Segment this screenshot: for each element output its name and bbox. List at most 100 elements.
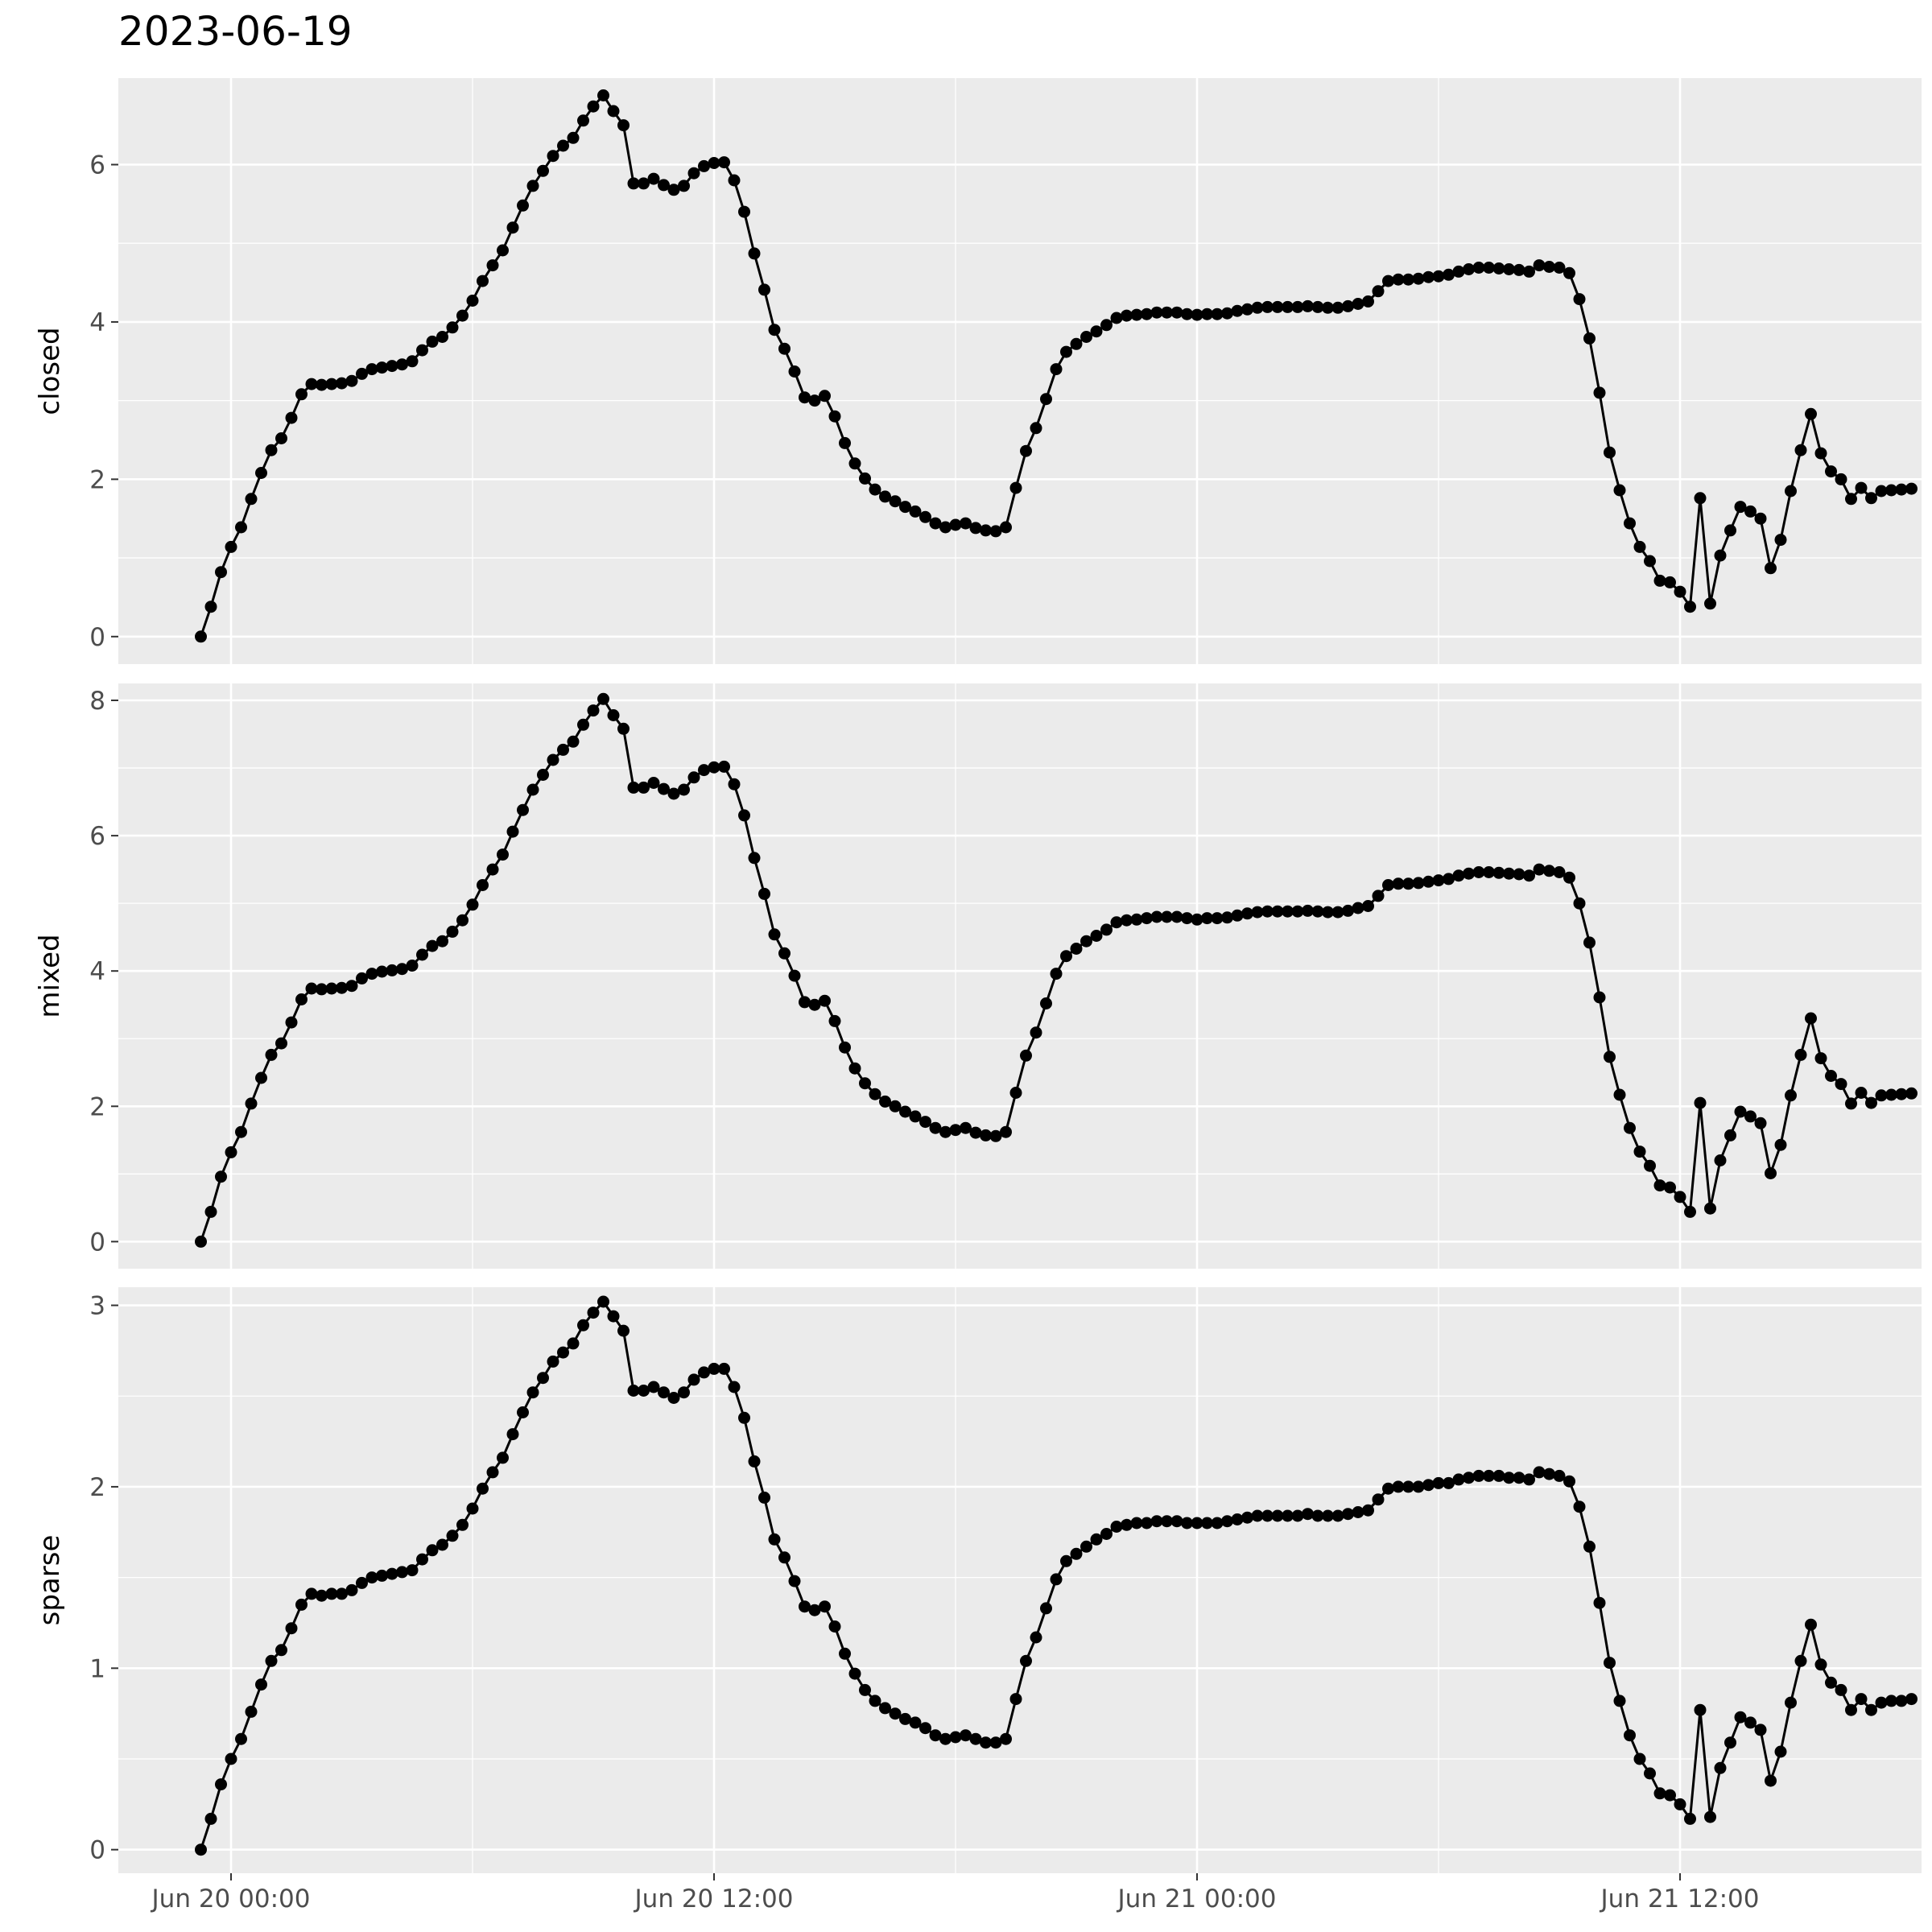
data-point	[376, 1569, 388, 1582]
data-point	[1322, 301, 1334, 314]
data-point	[345, 374, 358, 387]
data-point	[1533, 259, 1546, 272]
data-point	[1624, 1121, 1636, 1134]
data-point	[1141, 1517, 1153, 1530]
data-point	[1653, 1179, 1666, 1192]
data-point	[1080, 1540, 1092, 1553]
data-point	[1261, 1509, 1274, 1522]
data-point	[1865, 1096, 1877, 1109]
data-point	[1291, 300, 1304, 313]
data-point	[1141, 912, 1153, 925]
data-point	[718, 760, 730, 773]
data-point	[1362, 295, 1374, 308]
data-point	[1653, 1787, 1666, 1800]
data-point	[416, 948, 428, 961]
data-point	[436, 1538, 448, 1551]
data-point	[1161, 910, 1173, 923]
data-point	[316, 378, 328, 391]
data-point	[1181, 308, 1193, 320]
data-point	[839, 1041, 851, 1054]
data-point	[1533, 1466, 1546, 1479]
data-point	[597, 692, 609, 705]
data-point	[1170, 306, 1183, 319]
data-point	[939, 521, 952, 534]
data-point	[265, 444, 278, 456]
data-point	[1130, 1517, 1143, 1530]
data-point	[1412, 877, 1425, 890]
data-point	[1583, 332, 1596, 345]
data-point	[477, 275, 489, 287]
data-point	[980, 1129, 992, 1141]
data-point	[1331, 301, 1344, 314]
data-point	[1825, 1676, 1837, 1689]
data-point	[698, 159, 710, 172]
data-point	[396, 358, 408, 371]
data-point	[1523, 265, 1535, 278]
data-point	[889, 1100, 902, 1113]
data-point	[708, 761, 720, 774]
data-point	[1422, 875, 1435, 888]
data-point	[1121, 914, 1133, 927]
data-point	[949, 1124, 962, 1137]
data-point	[1563, 871, 1575, 884]
x-tick-label: Jun 21 12:00	[1600, 1885, 1760, 1913]
data-point	[195, 1843, 207, 1856]
data-point	[446, 1530, 459, 1542]
data-point	[1271, 300, 1284, 313]
data-point	[275, 1037, 287, 1050]
data-point	[1000, 1125, 1012, 1138]
y-tick-label: 4	[89, 308, 105, 337]
data-point	[365, 363, 378, 376]
data-point	[1674, 1798, 1686, 1810]
data-point	[1794, 444, 1807, 456]
data-point	[1100, 1528, 1113, 1540]
data-point	[1483, 262, 1495, 274]
data-point	[1875, 1089, 1888, 1102]
data-point	[1794, 1654, 1807, 1667]
data-point	[1070, 1547, 1083, 1560]
data-point	[567, 735, 580, 748]
data-point	[728, 1381, 741, 1393]
data-point	[1644, 555, 1656, 568]
data-point	[1774, 1138, 1787, 1151]
data-point	[1231, 909, 1244, 922]
data-point	[1825, 465, 1837, 478]
data-point	[1342, 299, 1354, 312]
data-point	[658, 782, 670, 795]
data-point	[376, 965, 388, 978]
data-point	[1110, 916, 1123, 929]
data-point	[788, 1575, 801, 1587]
data-point	[1402, 273, 1414, 286]
data-point	[1644, 1767, 1656, 1780]
data-point	[225, 1146, 237, 1158]
data-point	[1543, 865, 1555, 877]
data-point	[215, 1778, 227, 1791]
data-point	[1553, 1469, 1566, 1482]
data-point	[1241, 907, 1253, 920]
data-point	[819, 1600, 831, 1613]
data-point	[587, 704, 600, 717]
y-axis-label: sparse	[34, 1535, 66, 1626]
data-point	[406, 1564, 419, 1577]
data-point	[557, 1346, 569, 1359]
data-point	[1161, 306, 1173, 319]
data-point	[567, 1337, 580, 1350]
data-point	[1251, 906, 1264, 919]
data-point	[638, 1385, 650, 1397]
data-point	[738, 205, 750, 218]
data-point	[828, 1620, 841, 1633]
data-point	[1503, 263, 1515, 275]
data-point	[778, 342, 791, 355]
y-tick-label: 3	[89, 1292, 105, 1321]
data-point	[275, 432, 287, 444]
data-point	[1805, 1618, 1817, 1631]
data-point	[698, 764, 710, 777]
data-point	[617, 119, 630, 132]
data-point	[517, 1406, 529, 1418]
data-point	[1624, 1729, 1636, 1742]
data-point	[305, 982, 318, 995]
data-point	[1150, 910, 1163, 923]
data-point	[1633, 540, 1646, 553]
data-point	[667, 1392, 680, 1404]
data-point	[1765, 1167, 1777, 1179]
